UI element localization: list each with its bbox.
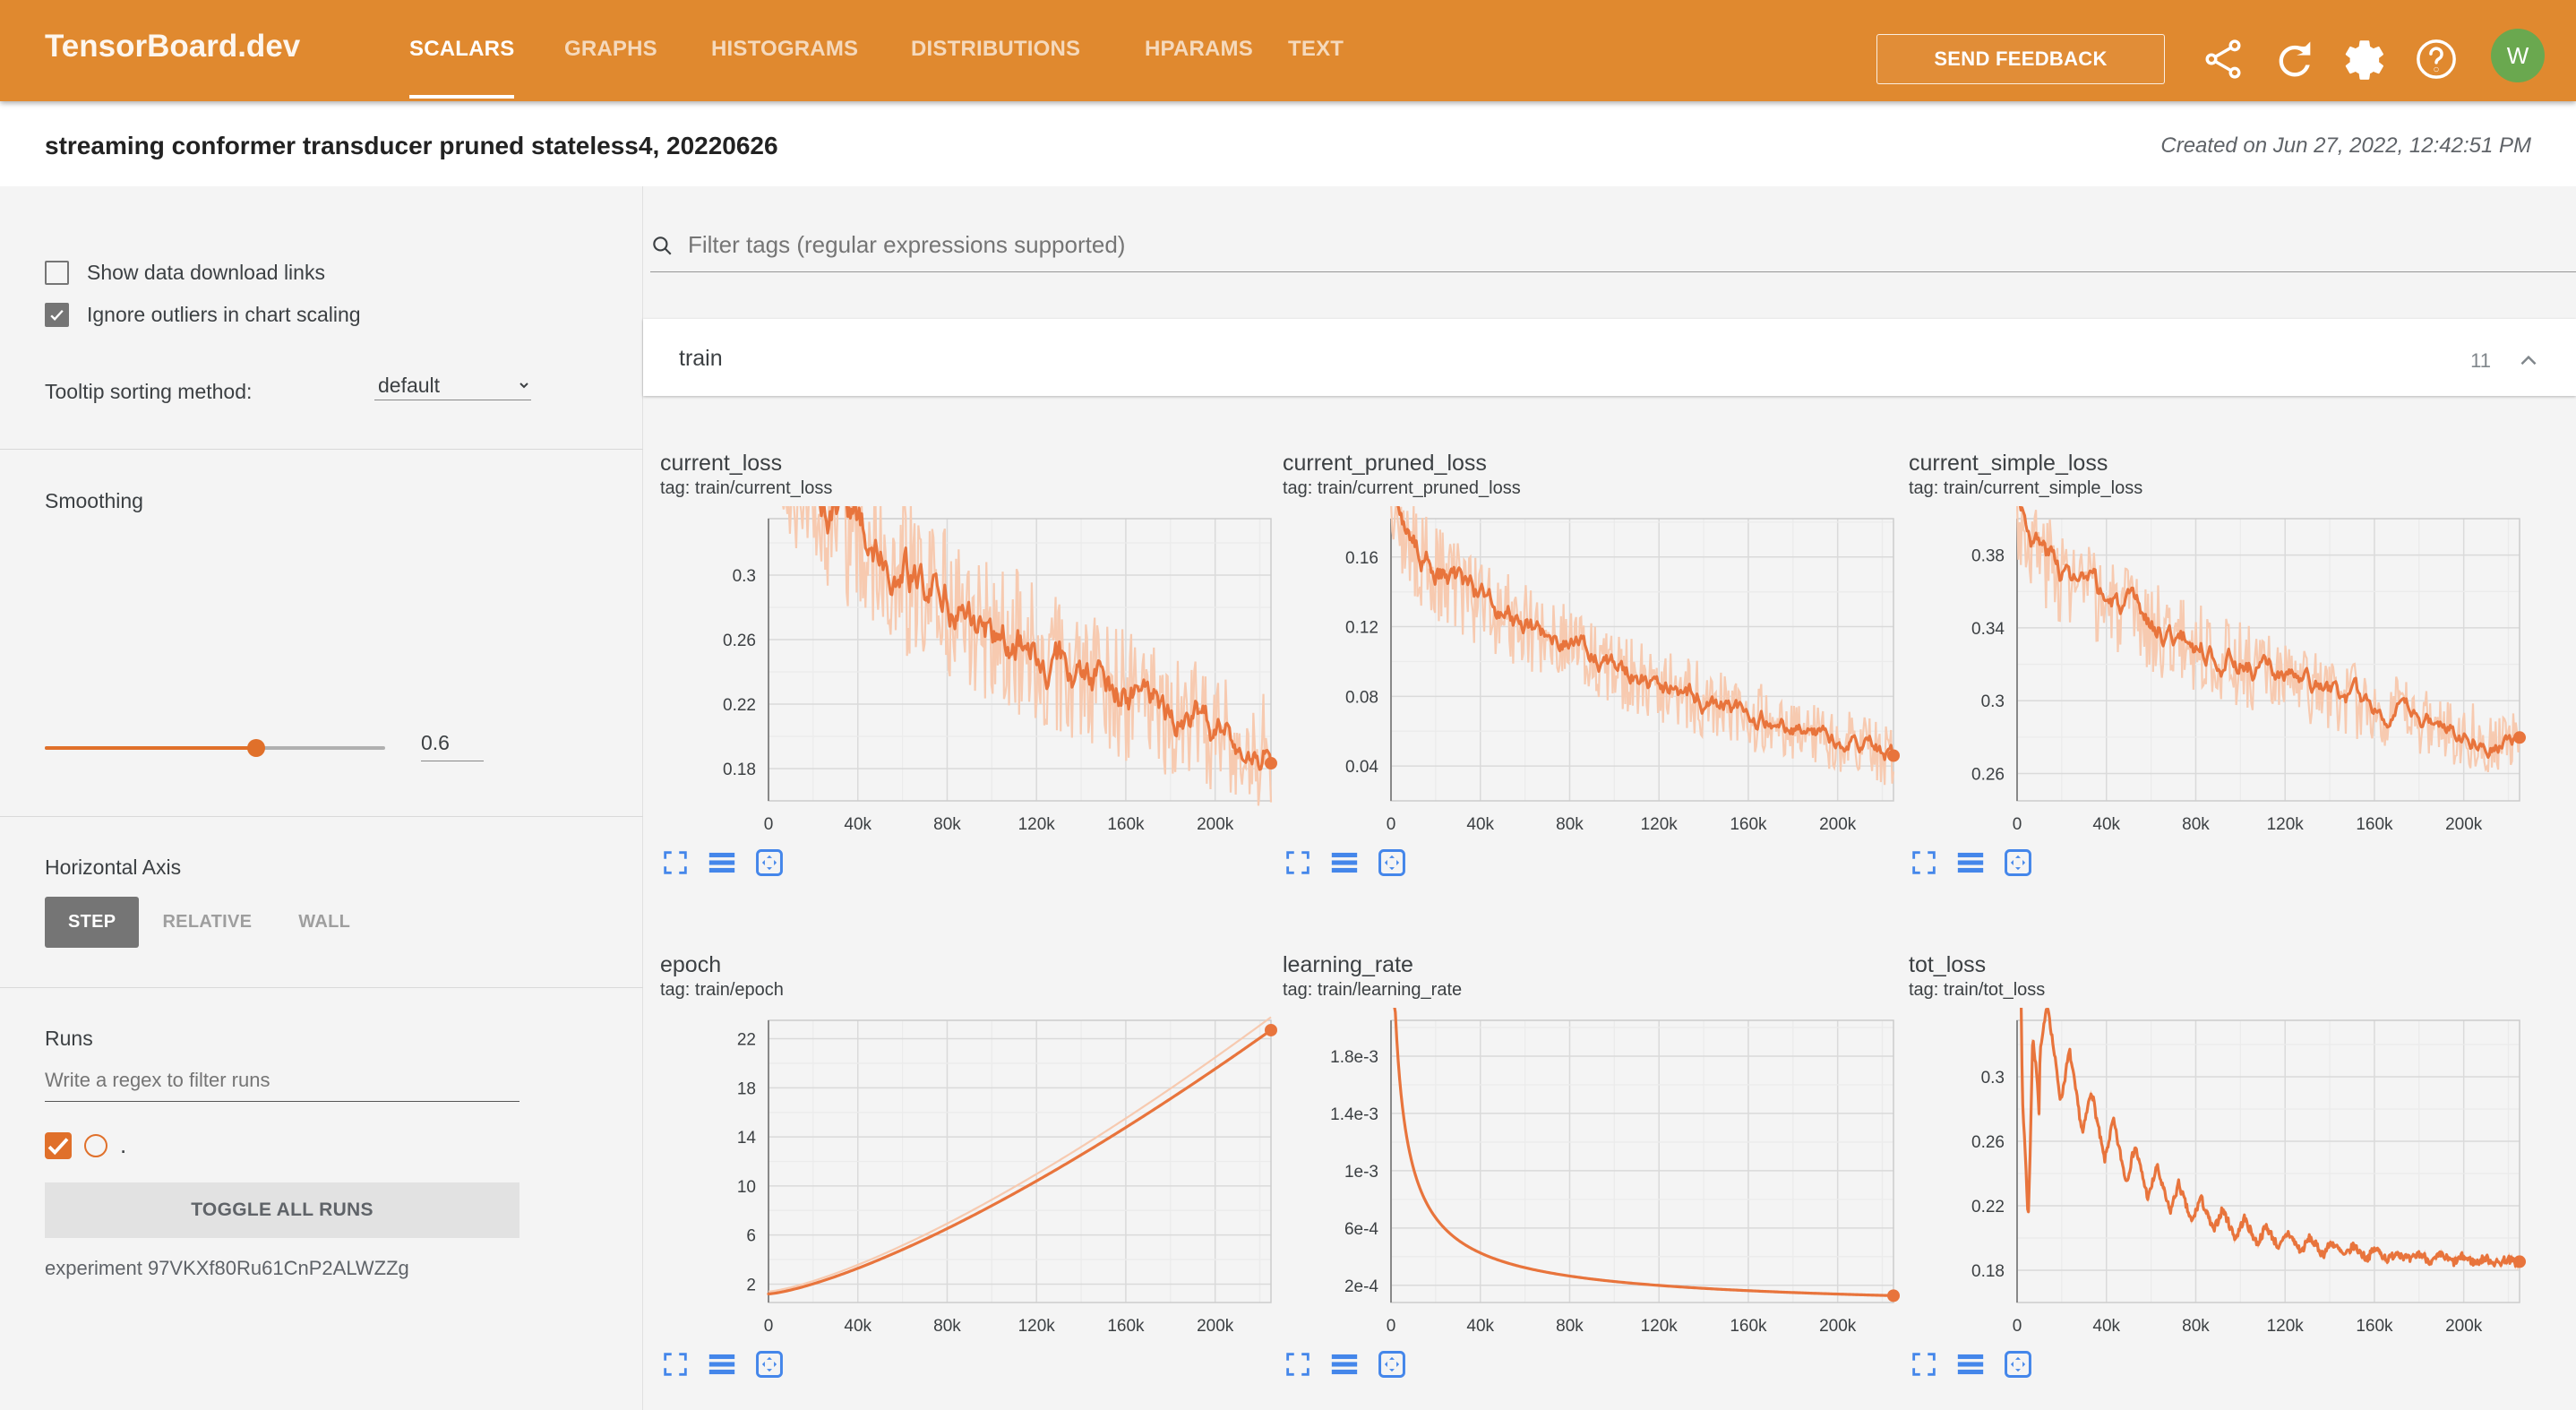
svg-text:0.38: 0.38	[1971, 547, 2005, 566]
svg-text:200k: 200k	[2445, 1317, 2483, 1336]
svg-text:80k: 80k	[2182, 815, 2210, 834]
svg-text:160k: 160k	[1730, 815, 1767, 834]
svg-text:0.26: 0.26	[1971, 766, 2005, 785]
svg-text:1e-3: 1e-3	[1344, 1163, 1378, 1182]
svg-text:200k: 200k	[1819, 815, 1857, 834]
svg-text:160k: 160k	[2356, 815, 2393, 834]
svg-text:22: 22	[737, 1031, 756, 1050]
svg-text:0: 0	[1387, 815, 1396, 834]
svg-text:80k: 80k	[933, 815, 961, 834]
svg-text:200k: 200k	[1197, 815, 1234, 834]
svg-text:40k: 40k	[1466, 1317, 1494, 1336]
svg-text:120k: 120k	[1641, 815, 1679, 834]
svg-text:0.18: 0.18	[1971, 1262, 2005, 1281]
svg-text:40k: 40k	[844, 1317, 872, 1336]
svg-text:0.3: 0.3	[1981, 692, 2005, 711]
svg-text:160k: 160k	[2356, 1317, 2393, 1336]
svg-text:14: 14	[737, 1129, 757, 1148]
svg-text:40k: 40k	[2092, 815, 2120, 834]
svg-text:40k: 40k	[2092, 1317, 2120, 1336]
svg-text:1.8e-3: 1.8e-3	[1330, 1048, 1378, 1067]
svg-text:80k: 80k	[933, 1317, 961, 1336]
svg-text:6: 6	[746, 1227, 756, 1246]
svg-text:200k: 200k	[1819, 1317, 1857, 1336]
svg-text:160k: 160k	[1107, 1317, 1145, 1336]
svg-text:0.22: 0.22	[723, 696, 756, 715]
svg-text:0: 0	[764, 815, 774, 834]
svg-text:80k: 80k	[2182, 1317, 2210, 1336]
svg-text:6e-4: 6e-4	[1344, 1220, 1378, 1239]
svg-text:2e-4: 2e-4	[1344, 1277, 1378, 1296]
svg-text:120k: 120k	[2267, 1317, 2305, 1336]
svg-text:2: 2	[746, 1276, 756, 1294]
svg-text:40k: 40k	[1466, 815, 1494, 834]
svg-text:120k: 120k	[2267, 815, 2305, 834]
svg-text:0: 0	[764, 1317, 774, 1336]
svg-text:18: 18	[737, 1079, 756, 1098]
svg-text:0.04: 0.04	[1345, 758, 1378, 777]
svg-text:0: 0	[1387, 1317, 1396, 1336]
svg-text:0.3: 0.3	[1981, 1069, 2005, 1088]
svg-text:0.16: 0.16	[1345, 549, 1378, 568]
svg-text:0.22: 0.22	[1971, 1198, 2005, 1217]
svg-text:160k: 160k	[1730, 1317, 1767, 1336]
svg-text:0.26: 0.26	[723, 632, 756, 650]
svg-text:40k: 40k	[844, 815, 872, 834]
svg-text:0.26: 0.26	[1971, 1133, 2005, 1152]
svg-text:120k: 120k	[1641, 1317, 1679, 1336]
svg-text:120k: 120k	[1018, 815, 1056, 834]
svg-text:0.08: 0.08	[1345, 688, 1378, 707]
svg-text:200k: 200k	[1197, 1317, 1234, 1336]
svg-text:0.3: 0.3	[733, 567, 756, 586]
svg-text:80k: 80k	[1556, 1317, 1584, 1336]
svg-text:0.18: 0.18	[723, 761, 756, 779]
svg-text:0.12: 0.12	[1345, 619, 1378, 638]
svg-text:0: 0	[2013, 1317, 2022, 1336]
svg-text:0.34: 0.34	[1971, 620, 2005, 639]
svg-text:0: 0	[2013, 815, 2022, 834]
svg-text:200k: 200k	[2445, 815, 2483, 834]
svg-text:10: 10	[737, 1178, 756, 1197]
svg-text:120k: 120k	[1018, 1317, 1056, 1336]
svg-text:80k: 80k	[1556, 815, 1584, 834]
svg-text:1.4e-3: 1.4e-3	[1330, 1105, 1378, 1124]
svg-text:160k: 160k	[1107, 815, 1145, 834]
